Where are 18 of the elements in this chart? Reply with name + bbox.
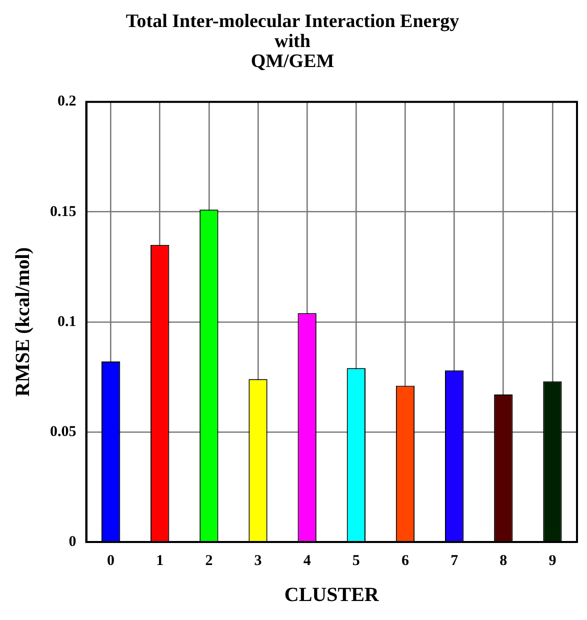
y-axis-title: RMSE (kcal/mol) [12,247,34,397]
x-tick-label: 6 [401,552,410,569]
y-tick-label: 0 [68,534,76,550]
x-tick-label: 9 [548,552,556,569]
x-tick-label: 4 [303,552,312,569]
y-tick-label: 0.15 [50,204,76,220]
y-tick-label: 0.1 [58,314,76,330]
x-tick-label: 8 [500,552,508,569]
x-tick-label: 1 [156,552,164,569]
x-tick-label: 3 [254,552,262,569]
chart-title: Total Inter-molecular Interaction Energy with QM/GEM [126,10,460,72]
x-tick-label: 2 [205,552,213,569]
y-tick-label: 0.05 [50,424,76,440]
x-tick-label: 5 [352,552,360,569]
x-tick-label: 0 [107,552,115,569]
x-axis-title: CLUSTER [284,584,380,606]
x-tick-label: 7 [450,552,459,569]
y-tick-label: 0.2 [58,94,76,110]
